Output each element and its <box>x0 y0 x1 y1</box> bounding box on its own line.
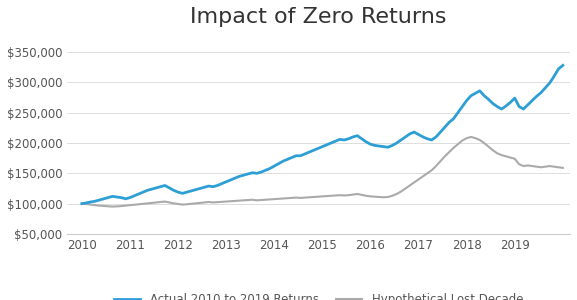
Hypothetical Lost Decade <box>362 194 369 198</box>
Line: Hypothetical Lost Decade: Hypothetical Lost Decade <box>82 137 563 207</box>
Actual 2010 to 2019 Returns <box>559 64 566 67</box>
Hypothetical Lost Decade <box>559 166 566 170</box>
Line: Actual 2010 to 2019 Returns: Actual 2010 to 2019 Returns <box>82 65 563 204</box>
Actual 2010 to 2019 Returns <box>301 152 308 156</box>
Hypothetical Lost Decade <box>550 165 557 169</box>
Hypothetical Lost Decade <box>205 200 212 204</box>
Hypothetical Lost Decade <box>109 205 116 208</box>
Actual 2010 to 2019 Returns <box>358 137 365 141</box>
Hypothetical Lost Decade <box>467 135 474 139</box>
Hypothetical Lost Decade <box>306 196 313 199</box>
Hypothetical Lost Decade <box>192 202 199 205</box>
Title: Impact of Zero Returns: Impact of Zero Returns <box>190 7 447 27</box>
Legend: Actual 2010 to 2019 Returns, Hypothetical Lost Decade: Actual 2010 to 2019 Returns, Hypothetica… <box>110 289 528 300</box>
Actual 2010 to 2019 Returns <box>542 86 549 90</box>
Actual 2010 to 2019 Returns <box>258 170 265 174</box>
Hypothetical Lost Decade <box>78 202 85 206</box>
Actual 2010 to 2019 Returns <box>188 189 194 193</box>
Actual 2010 to 2019 Returns <box>78 202 85 206</box>
Hypothetical Lost Decade <box>262 198 269 202</box>
Actual 2010 to 2019 Returns <box>201 185 208 189</box>
